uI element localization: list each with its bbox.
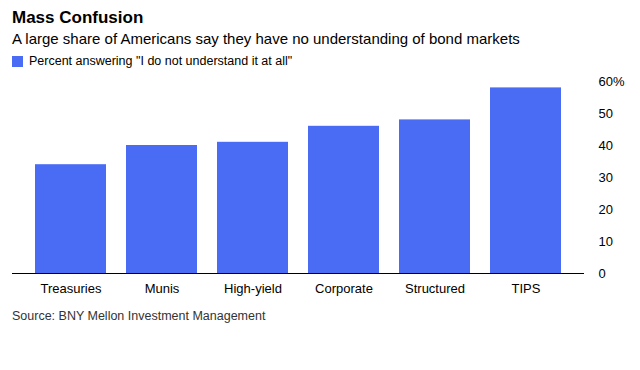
svg-text:20: 20 [599,202,613,217]
html-text:Mass Confusion: Mass Confusion [12,8,144,27]
svg-text:10: 10 [599,234,613,249]
svg-text:High-yield: High-yield [224,281,282,296]
html-text:Source: BNY Mellon Investment: Source: BNY Mellon Investment Management [12,309,266,323]
html-text:Percent answering "I do not un: Percent answering "I do not understand i… [29,54,293,68]
svg-text:30: 30 [599,170,613,185]
svg-text:60%: 60% [599,74,625,89]
svg-text:Structured: Structured [405,281,465,296]
svg-text:50: 50 [599,106,613,121]
html-text:A large share of Americans say: A large share of Americans say they have… [12,30,520,47]
svg-text:0: 0 [599,266,606,281]
svg-text:Treasuries: Treasuries [41,281,102,296]
svg-text:Munis: Munis [145,281,180,296]
svg-text:TIPS: TIPS [512,281,541,296]
svg-text:Corporate: Corporate [315,281,373,296]
svg-text:40: 40 [599,138,613,153]
